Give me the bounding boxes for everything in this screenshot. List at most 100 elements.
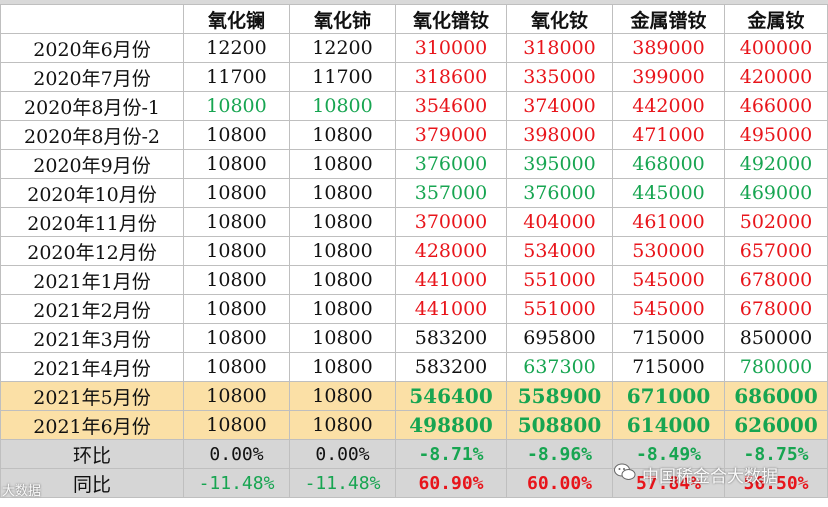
table-cell: 466000 <box>724 91 828 121</box>
table-cell: 671000 <box>612 381 725 411</box>
watermark-left: 大数据 <box>2 484 42 499</box>
row-label: 2021年1月份 <box>0 265 184 295</box>
table-cell: 469000 <box>724 178 828 208</box>
table-cell: 12200 <box>289 33 396 63</box>
row-label: 2021年4月份 <box>0 352 184 382</box>
table-cell: 10800 <box>183 294 290 324</box>
row-label: 2021年5月份 <box>0 381 184 411</box>
table-cell: 10800 <box>183 178 290 208</box>
row-label: 2021年6月份 <box>0 410 184 440</box>
table-cell: 695800 <box>506 323 613 353</box>
table-cell: 546400 <box>395 381 507 411</box>
table-cell: 495000 <box>724 120 828 150</box>
table-cell: 370000 <box>395 207 507 237</box>
table-cell: 502000 <box>724 207 828 237</box>
row-label: 2020年7月份 <box>0 62 184 92</box>
table-cell: 678000 <box>724 265 828 295</box>
table-row: 2020年9月份 10800 10800 376000 395000 468000 4920… <box>0 149 828 179</box>
table-cell: 10800 <box>183 91 290 121</box>
table-cell: 441000 <box>395 294 507 324</box>
table-cell: 10800 <box>289 410 396 440</box>
row-label: 2021年2月份 <box>0 294 184 324</box>
column-header: 氧化钕 <box>506 4 613 34</box>
table-row: 2021年5月份 10800 10800 546400 558900 671000 6860… <box>0 381 828 411</box>
summary-row: 环比 0.00% 0.00% -8.71% -8.96% -8.49% -8.75% <box>0 439 828 469</box>
table-cell: 583200 <box>395 352 507 382</box>
table-cell: 10800 <box>289 207 396 237</box>
table-row: 2021年1月份 10800 10800 441000 551000 545000 6780… <box>0 265 828 295</box>
table-cell: 10800 <box>183 149 290 179</box>
table-cell: 551000 <box>506 265 613 295</box>
table-cell: 10800 <box>289 265 396 295</box>
table-cell: 335000 <box>506 62 613 92</box>
table-cell: 10800 <box>289 149 396 179</box>
table-cell: 420000 <box>724 62 828 92</box>
table-cell: -11.48% <box>183 468 290 498</box>
table-cell: 445000 <box>612 178 725 208</box>
table-cell: 379000 <box>395 120 507 150</box>
row-label: 同比 <box>0 468 184 498</box>
table-cell: 395000 <box>506 149 613 179</box>
table-cell: 10800 <box>289 236 396 266</box>
table-cell: 11700 <box>183 62 290 92</box>
table-cell: 11700 <box>289 62 396 92</box>
table-cell: 551000 <box>506 294 613 324</box>
table-cell: 637300 <box>506 352 613 382</box>
table-cell: 400000 <box>724 33 828 63</box>
table-cell: 10800 <box>183 120 290 150</box>
table-cell: 376000 <box>506 178 613 208</box>
table-cell: 545000 <box>612 294 725 324</box>
table-cell: 10800 <box>289 178 396 208</box>
column-header: 氧化镨钕 <box>395 4 507 34</box>
row-label: 环比 <box>0 439 184 469</box>
table-cell: 354600 <box>395 91 507 121</box>
table-cell: 10800 <box>289 120 396 150</box>
table-cell: 12200 <box>183 33 290 63</box>
column-header: 金属钕 <box>724 4 828 34</box>
table-cell: 357000 <box>395 178 507 208</box>
table-cell: 60.00% <box>506 468 613 498</box>
table-cell: 468000 <box>612 149 725 179</box>
table-row: 2020年6月份 12200 12200 310000 318000 389000 4000… <box>0 33 828 63</box>
table-cell: 398000 <box>506 120 613 150</box>
table-cell: 0.00% <box>289 439 396 469</box>
table-cell: 715000 <box>612 323 725 353</box>
table-cell: -8.71% <box>395 439 507 469</box>
row-label: 2021年3月份 <box>0 323 184 353</box>
table-cell: 10800 <box>183 410 290 440</box>
table-cell: 678000 <box>724 294 828 324</box>
table-row: 2020年8月份-1 10800 10800 354600 374000 442000 46… <box>0 91 828 121</box>
table-cell: 780000 <box>724 352 828 382</box>
table-row: 2020年12月份 10800 10800 428000 534000 530000 657… <box>0 236 828 266</box>
table-cell: 715000 <box>612 352 725 382</box>
column-header: 金属镨钕 <box>612 4 725 34</box>
row-label: 2020年10月份 <box>0 178 184 208</box>
column-header: 氧化镧 <box>183 4 290 34</box>
row-label: 2020年8月份-1 <box>0 91 184 121</box>
table-cell: 10800 <box>289 323 396 353</box>
wechat-icon <box>614 463 636 480</box>
table-cell: 471000 <box>612 120 725 150</box>
table-cell: 492000 <box>724 149 828 179</box>
table-cell: 10800 <box>183 323 290 353</box>
table-cell: 318000 <box>506 33 613 63</box>
table-cell: 657000 <box>724 236 828 266</box>
table-cell: 374000 <box>506 91 613 121</box>
table-cell: -11.48% <box>289 468 396 498</box>
header-row: 氧化镧 氧化铈 氧化镨钕 氧化钕 金属镨钕 金属钕 <box>0 4 828 34</box>
table-cell: 389000 <box>612 33 725 63</box>
table-cell: 428000 <box>395 236 507 266</box>
table-row: 2020年7月份 11700 11700 318600 335000 399000 4200… <box>0 62 828 92</box>
table-row: 2021年4月份 10800 10800 583200 637300 715000 7800… <box>0 352 828 382</box>
table-cell: -8.96% <box>506 439 613 469</box>
table-cell: 508800 <box>506 410 613 440</box>
watermark-right: 中国稀金合大数据 <box>642 467 778 487</box>
table-cell: 10800 <box>289 294 396 324</box>
table-cell: 498800 <box>395 410 507 440</box>
table-cell: 530000 <box>612 236 725 266</box>
table-cell: 10800 <box>289 381 396 411</box>
row-label: 2020年6月份 <box>0 33 184 63</box>
header-corner <box>0 4 184 34</box>
top-strip <box>0 0 828 4</box>
table-cell: 10800 <box>183 381 290 411</box>
